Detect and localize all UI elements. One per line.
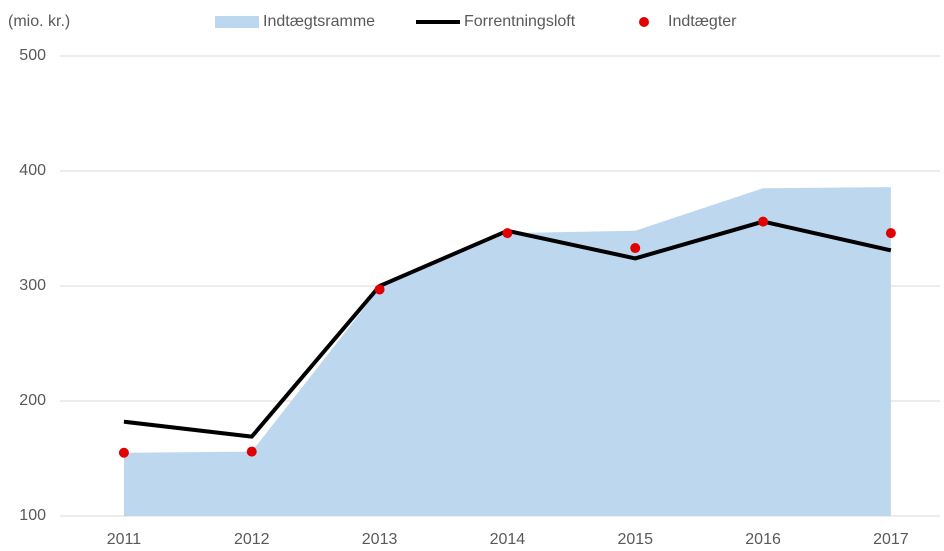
x-tick-label: 2011	[107, 531, 142, 548]
x-tick-label: 2015	[617, 531, 653, 548]
x-tick-label: 2014	[490, 531, 526, 548]
legend-swatch	[215, 16, 259, 28]
point	[758, 216, 769, 227]
y-axis-label: (mio. kr.)	[8, 13, 70, 30]
point	[630, 243, 641, 254]
legend-label: Forrentningsloft	[464, 13, 576, 30]
point	[246, 446, 257, 457]
x-tick-label: 2013	[362, 531, 398, 548]
x-tick-label: 2012	[234, 531, 270, 548]
y-tick-label: 300	[19, 277, 46, 294]
point	[885, 228, 896, 239]
point	[502, 228, 513, 239]
x-tick-label: 2016	[745, 531, 781, 548]
y-tick-label: 100	[19, 507, 46, 524]
legend-label: Indtægter	[668, 13, 737, 30]
y-tick-label: 500	[19, 47, 46, 64]
x-tick-label: 2017	[873, 531, 909, 548]
point	[118, 447, 129, 458]
legend-label: Indtægtsramme	[263, 13, 375, 30]
point	[374, 284, 385, 295]
y-tick-label: 400	[19, 162, 46, 179]
legend-swatch	[639, 17, 649, 27]
area	[123, 187, 891, 516]
y-tick-label: 200	[19, 392, 46, 409]
